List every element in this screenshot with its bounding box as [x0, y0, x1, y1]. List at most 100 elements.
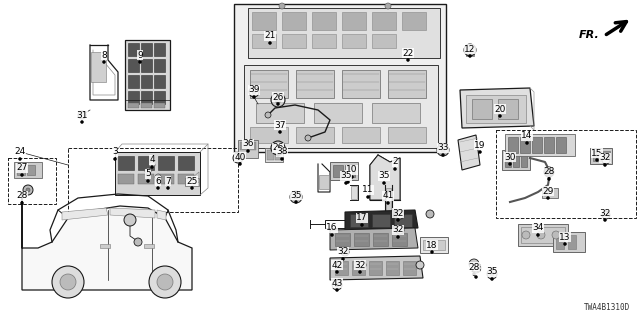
Bar: [250, 127, 288, 143]
Text: 15: 15: [591, 148, 603, 157]
Bar: [141, 43, 152, 56]
Circle shape: [276, 154, 280, 156]
Circle shape: [78, 111, 86, 119]
Circle shape: [290, 191, 302, 203]
Bar: [372, 34, 396, 48]
Bar: [296, 70, 334, 98]
Circle shape: [191, 187, 193, 189]
Text: 12: 12: [464, 44, 476, 53]
Circle shape: [246, 149, 250, 153]
Bar: [128, 103, 139, 108]
Bar: [553, 232, 585, 252]
Circle shape: [278, 131, 282, 133]
Bar: [335, 261, 348, 275]
Bar: [392, 233, 407, 246]
Circle shape: [145, 168, 151, 174]
Circle shape: [102, 60, 106, 63]
Text: 28: 28: [543, 167, 555, 177]
Text: 32: 32: [337, 247, 349, 257]
Circle shape: [335, 289, 339, 292]
Bar: [521, 227, 565, 243]
Circle shape: [20, 202, 24, 204]
Circle shape: [233, 153, 243, 163]
Polygon shape: [458, 135, 480, 170]
Circle shape: [509, 163, 511, 165]
Bar: [505, 134, 575, 156]
Circle shape: [552, 231, 560, 239]
Bar: [556, 137, 566, 153]
Circle shape: [387, 202, 390, 204]
Bar: [330, 162, 358, 180]
Text: 28: 28: [16, 191, 28, 201]
Circle shape: [547, 196, 550, 199]
Polygon shape: [330, 256, 423, 280]
Text: FR.: FR.: [579, 30, 600, 40]
Circle shape: [279, 3, 285, 9]
Bar: [386, 261, 399, 275]
Circle shape: [544, 167, 554, 177]
Circle shape: [416, 261, 424, 269]
Circle shape: [20, 173, 24, 177]
Text: 40: 40: [234, 153, 246, 162]
Circle shape: [441, 148, 445, 152]
Text: 4: 4: [149, 156, 155, 164]
Bar: [603, 151, 610, 161]
Circle shape: [149, 266, 181, 298]
Text: 35: 35: [340, 172, 352, 180]
Bar: [252, 12, 276, 30]
Bar: [178, 174, 194, 184]
Bar: [568, 235, 576, 249]
Bar: [234, 4, 446, 152]
Circle shape: [487, 269, 497, 279]
Text: 33: 33: [437, 143, 449, 153]
Circle shape: [294, 201, 298, 204]
Circle shape: [468, 54, 472, 58]
Bar: [335, 233, 350, 246]
Bar: [282, 12, 306, 30]
Bar: [240, 142, 256, 150]
Circle shape: [499, 115, 502, 117]
Bar: [544, 137, 554, 153]
Polygon shape: [110, 208, 155, 218]
Bar: [8, 158, 56, 204]
Text: 37: 37: [275, 121, 285, 130]
Circle shape: [490, 277, 493, 281]
Circle shape: [595, 158, 598, 162]
Bar: [238, 140, 258, 158]
Circle shape: [490, 272, 494, 276]
Circle shape: [604, 164, 607, 166]
Circle shape: [150, 165, 154, 169]
Polygon shape: [62, 208, 108, 220]
Text: 32: 32: [599, 209, 611, 218]
Circle shape: [547, 178, 550, 180]
Bar: [282, 34, 306, 48]
Bar: [158, 174, 174, 184]
Circle shape: [602, 211, 610, 219]
Text: 34: 34: [532, 223, 544, 233]
Circle shape: [275, 145, 281, 151]
Polygon shape: [22, 192, 192, 290]
Text: 26: 26: [272, 143, 284, 153]
Bar: [27, 165, 35, 175]
Text: 16: 16: [326, 223, 338, 233]
Bar: [319, 175, 329, 189]
Bar: [141, 91, 152, 104]
Bar: [296, 127, 334, 143]
Bar: [128, 59, 139, 72]
Text: 39: 39: [248, 85, 260, 94]
Circle shape: [249, 87, 259, 97]
Text: 30: 30: [504, 153, 516, 162]
Bar: [128, 43, 139, 56]
Bar: [402, 12, 426, 30]
Circle shape: [342, 258, 344, 260]
Bar: [542, 188, 558, 198]
Bar: [532, 137, 542, 153]
Bar: [91, 52, 106, 82]
Circle shape: [265, 112, 271, 118]
Circle shape: [166, 187, 170, 189]
Bar: [154, 75, 165, 88]
Circle shape: [341, 248, 349, 256]
Bar: [498, 99, 518, 119]
Bar: [521, 153, 527, 167]
Polygon shape: [248, 8, 440, 58]
